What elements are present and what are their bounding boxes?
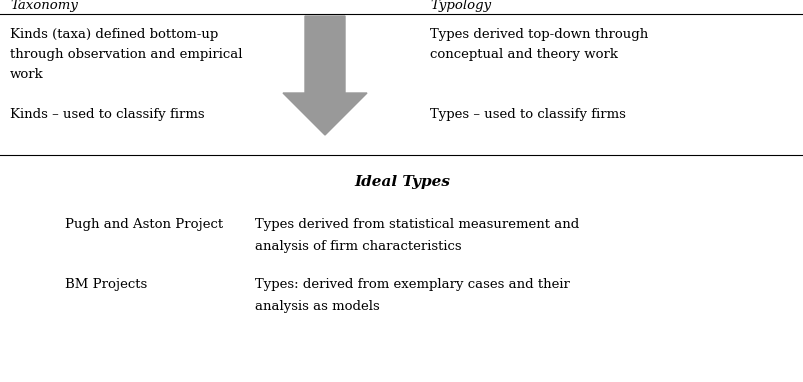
Text: Types – used to classify firms: Types – used to classify firms (430, 108, 625, 121)
Text: work: work (10, 68, 43, 81)
Text: Types derived top-down through: Types derived top-down through (430, 28, 647, 41)
Text: analysis as models: analysis as models (255, 300, 379, 313)
Text: Taxonomy: Taxonomy (10, 0, 78, 13)
Polygon shape (283, 16, 366, 135)
Text: Kinds (taxa) defined bottom-up: Kinds (taxa) defined bottom-up (10, 28, 218, 41)
Text: through observation and empirical: through observation and empirical (10, 48, 243, 61)
Text: analysis of firm characteristics: analysis of firm characteristics (255, 240, 461, 253)
Text: Types derived from statistical measurement and: Types derived from statistical measureme… (255, 218, 578, 231)
Text: Types: derived from exemplary cases and their: Types: derived from exemplary cases and … (255, 278, 569, 291)
Text: Kinds – used to classify firms: Kinds – used to classify firms (10, 108, 205, 121)
Text: BM Projects: BM Projects (65, 278, 147, 291)
Text: Ideal Types: Ideal Types (353, 175, 450, 189)
Text: Pugh and Aston Project: Pugh and Aston Project (65, 218, 223, 231)
Text: conceptual and theory work: conceptual and theory work (430, 48, 618, 61)
Text: Typology: Typology (430, 0, 491, 13)
